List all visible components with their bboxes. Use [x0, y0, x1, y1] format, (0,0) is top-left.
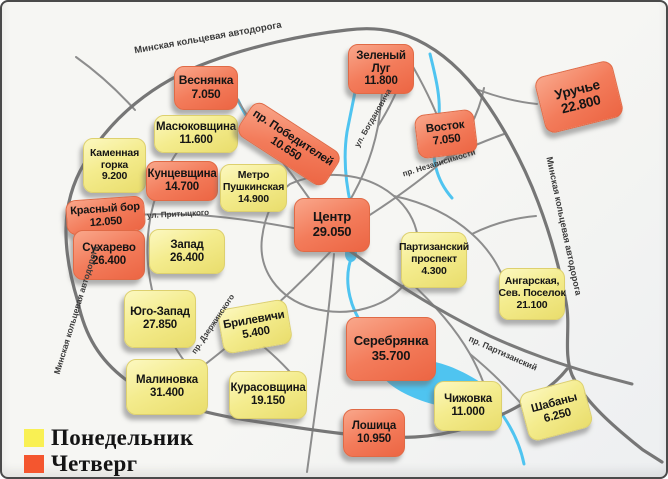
district-value: 26.400 [170, 251, 204, 264]
district-box-kamennaya-gorka: Каменная горка 9.200 [83, 138, 146, 193]
district-box-zapad: Запад 26.400 [149, 229, 225, 274]
district-box-angarskaya: Ангарская, Сев. Поселок 21.100 [498, 268, 566, 320]
district-value: 35.700 [371, 348, 411, 363]
district-value: 9.200 [101, 170, 128, 183]
district-value: 31.400 [150, 387, 184, 399]
district-name: Луг [371, 62, 391, 75]
district-value: 27.850 [143, 319, 177, 331]
district-value: 7.050 [191, 87, 221, 101]
district-name: Чижовка [444, 393, 492, 406]
district-name: Юго-Запад [130, 306, 190, 319]
legend-label-thursday: Четверг [51, 451, 138, 476]
district-name: Сухарево [82, 242, 136, 255]
district-box-chizhovka: Чижовка 11.000 [434, 381, 502, 431]
district-box-sukharevo: Сухарево 26.400 [73, 230, 145, 280]
legend-item-thursday: Четверг [24, 452, 194, 475]
district-name: Курасовщина [230, 382, 306, 395]
district-name: Каменная [89, 146, 140, 159]
district-name: проспект [411, 253, 457, 266]
district-name: Центр [312, 209, 352, 225]
district-name: Пушкинская [222, 181, 285, 194]
monday-color-swatch [24, 428, 44, 447]
district-value: 10.950 [357, 433, 391, 445]
district-value: 14.900 [238, 192, 269, 205]
district-box-kurasovshchina: Курасовщина 19.150 [229, 371, 307, 419]
district-box-zeleny-lug: Зеленый Луг 11.800 [348, 44, 414, 94]
district-box-kuntsevshchina: Кунцевщина 14.700 [146, 161, 218, 201]
district-value: 26.400 [92, 255, 126, 267]
district-box-malinovka: Малиновка 31.400 [126, 359, 208, 415]
district-box-yugo-zapad: Юго-Запад 27.850 [124, 290, 196, 348]
district-name: Веснянка [178, 73, 234, 88]
district-name: Запад [170, 238, 204, 251]
district-name: горка [100, 158, 129, 171]
ring-road [64, 27, 664, 464]
district-value: 11.600 [179, 134, 213, 146]
district-name: Зеленый [356, 49, 406, 62]
district-value: 12.050 [89, 214, 123, 229]
district-name: Лошица [351, 420, 397, 433]
district-name: Партизанский [398, 241, 470, 254]
district-value: 14.700 [165, 181, 199, 193]
thursday-color-swatch [24, 454, 44, 473]
district-box-tsentr: Центр 29.050 [294, 198, 370, 252]
district-value: 21.100 [516, 298, 548, 311]
district-value: 19.150 [251, 395, 285, 407]
district-box-vesnyanka: Веснянка 7.050 [174, 66, 238, 110]
district-value: 29.050 [312, 224, 352, 239]
district-box-serebryanka: Серебрянка 35.700 [346, 317, 436, 381]
district-name: Серебрянка [353, 333, 429, 349]
district-value: 11.000 [451, 406, 485, 418]
district-box-metro-pushkinskaya: Метро Пушкинская 14.900 [220, 164, 287, 212]
partizansky-avenue-road [344, 246, 634, 386]
district-value: 11.800 [364, 75, 398, 88]
district-box-loshitsa: Лошица 10.950 [343, 409, 405, 457]
district-box-partizansky-prospekt: Партизанский проспект 4.300 [398, 232, 470, 288]
legend-item-monday: Понедельник [24, 426, 194, 449]
legend-label-monday: Понедельник [51, 425, 194, 450]
district-name: Сев. Поселок [498, 287, 566, 300]
district-name: Малиновка [136, 374, 198, 387]
district-value: 7.050 [432, 132, 462, 148]
district-box-masyukovshchina: Масюковщина 11.600 [154, 115, 238, 153]
district-name: Метро [237, 169, 270, 182]
legend: Понедельник Четверг [24, 426, 194, 477]
district-name: Масюковщина [156, 121, 236, 134]
district-name: Кунцевщина [147, 168, 217, 181]
district-value: 4.300 [421, 264, 447, 277]
district-name: Ангарская, [504, 275, 560, 288]
